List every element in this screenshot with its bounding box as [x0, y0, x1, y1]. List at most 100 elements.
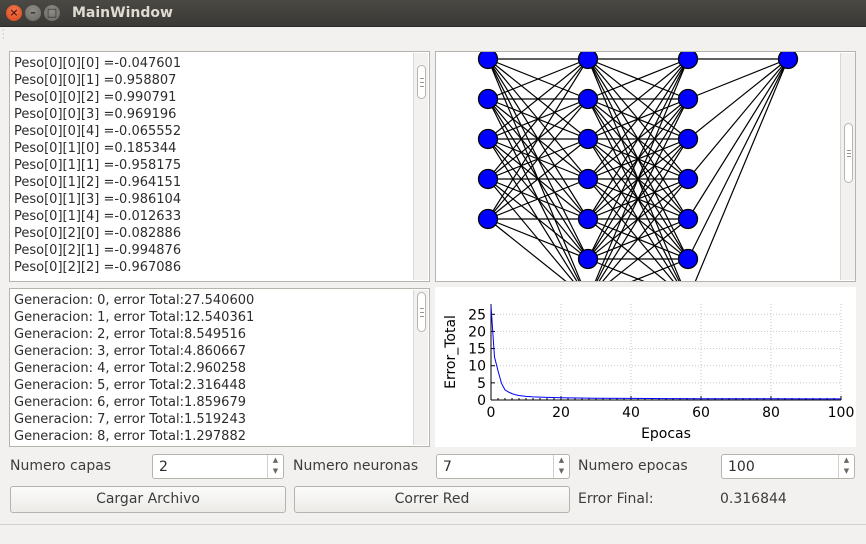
network-edge	[687, 58, 789, 140]
weights-list-panel[interactable]: Peso[0][0][0] =-0.047601 Peso[0][0][1] =0…	[9, 51, 430, 282]
network-edge	[587, 58, 689, 100]
generation-list-item[interactable]: Generacion: 2, error Total:8.549516	[14, 327, 246, 342]
weight-list-item[interactable]: Peso[0][0][3] =0.969196	[14, 107, 177, 122]
minimize-window-button[interactable]: –	[25, 5, 41, 21]
network-neuron	[477, 168, 499, 190]
network-edge	[687, 58, 789, 100]
y-tick-label: 20	[468, 324, 486, 340]
y-tick-label: 15	[468, 342, 486, 358]
weight-list-item[interactable]: Peso[0][2][1] =-0.994876	[14, 243, 182, 258]
network-edge	[598, 138, 689, 281]
network-neuron	[677, 248, 699, 270]
epocas-value: 100	[728, 459, 755, 475]
network-edge	[487, 58, 589, 140]
weight-list-item[interactable]: Peso[0][2][0] =-0.082886	[14, 226, 182, 241]
weights-scrollbar[interactable]	[413, 53, 428, 280]
network-neuron	[577, 128, 599, 150]
network-neuron	[577, 88, 599, 110]
network-edge	[694, 58, 789, 281]
y-tick-label: 10	[468, 359, 486, 375]
neuronas-stepper-icon[interactable]: ▲ ▼	[553, 455, 569, 478]
network-edge	[631, 258, 689, 281]
epocas-stepper-icon[interactable]: ▲ ▼	[838, 455, 854, 478]
weight-list-item[interactable]: Peso[0][1][1] =-0.958175	[14, 158, 182, 173]
weight-list-item[interactable]: Peso[0][1][0] =0.185344	[14, 141, 177, 156]
network-neuron	[477, 88, 499, 110]
network-edge	[487, 58, 589, 100]
capas-stepper-icon[interactable]: ▲ ▼	[267, 455, 283, 478]
network-neuron	[777, 52, 799, 70]
capas-label: Numero capas	[10, 458, 112, 474]
network-edge	[609, 218, 689, 281]
network-neuron	[577, 248, 599, 270]
load-file-button[interactable]: Cargar Archivo	[10, 486, 286, 513]
neuronas-label: Numero neuronas	[293, 458, 419, 474]
network-edge	[587, 58, 689, 260]
weight-list-item[interactable]: Peso[0][2][2] =-0.967086	[14, 260, 182, 275]
network-edge	[594, 58, 689, 281]
weight-list-item[interactable]: Peso[0][0][0] =-0.047601	[14, 56, 182, 71]
x-tick-label: 100	[828, 405, 855, 421]
network-edge	[487, 58, 589, 220]
network-neuron	[677, 128, 699, 150]
network-edge	[487, 178, 589, 220]
generation-list-item[interactable]: Generacion: 3, error Total:4.860667	[14, 344, 246, 359]
capas-value: 2	[159, 459, 168, 475]
neuronas-spinbox[interactable]: 7 ▲ ▼	[436, 454, 570, 479]
network-graph	[477, 52, 799, 281]
weights-list: Peso[0][0][0] =-0.047601 Peso[0][0][1] =0…	[10, 52, 414, 281]
weight-list-item[interactable]: Peso[0][1][3] =-0.986104	[14, 192, 182, 207]
generation-list-item[interactable]: Generacion: 5, error Total:2.316448	[14, 378, 246, 393]
generation-list-item[interactable]: Generacion: 7, error Total:1.519243	[14, 412, 246, 427]
network-neuron	[677, 168, 699, 190]
neuronas-value: 7	[443, 459, 452, 475]
generation-list-item[interactable]: Generacion: 8, error Total:1.297882	[14, 429, 246, 444]
x-tick-label: 40	[622, 405, 640, 421]
generation-list-item[interactable]: Generacion: 6, error Total:1.859679	[14, 395, 246, 410]
x-axis-label: Epocas	[641, 426, 691, 442]
generation-list-item[interactable]: Generacion: 1, error Total:12.540361	[14, 310, 255, 325]
weights-scroll-thumb[interactable]	[417, 65, 426, 99]
generations-list-panel[interactable]: Generacion: 0, error Total:27.540600 Gene…	[9, 288, 430, 447]
weight-list-item[interactable]: Peso[0][0][4] =-0.065552	[14, 124, 182, 139]
title-bar: × – □ MainWindow	[0, 0, 866, 27]
network-scrollbar[interactable]	[840, 53, 855, 280]
y-tick-label: 5	[477, 376, 486, 392]
generations-scroll-thumb[interactable]	[417, 292, 426, 332]
y-tick-label: 0	[477, 393, 486, 409]
error-series-line	[490, 305, 841, 400]
network-edge	[487, 218, 589, 260]
weight-list-item[interactable]: Peso[0][1][2] =-0.964151	[14, 175, 182, 190]
close-window-button[interactable]: ×	[6, 5, 22, 21]
x-tick-label: 20	[552, 405, 570, 421]
network-neuron	[677, 52, 699, 70]
generations-scrollbar[interactable]	[413, 290, 428, 445]
network-neuron	[477, 52, 499, 70]
status-bar	[0, 524, 866, 525]
network-edge	[596, 98, 689, 281]
run-network-button[interactable]: Correr Red	[294, 486, 570, 513]
weight-list-item[interactable]: Peso[0][1][4] =-0.012633	[14, 209, 182, 224]
network-neuron	[677, 88, 699, 110]
network-neuron	[477, 208, 499, 230]
weight-list-item[interactable]: Peso[0][0][1] =0.958807	[14, 73, 177, 88]
epocas-spinbox[interactable]: 100 ▲ ▼	[721, 454, 855, 479]
y-axis-label: Error_Total	[443, 315, 459, 389]
network-neuron	[577, 52, 599, 70]
network-edge	[687, 58, 789, 220]
network-view[interactable]	[435, 51, 856, 282]
weight-list-item[interactable]: Peso[0][0][2] =0.990791	[14, 90, 177, 105]
y-tick-label: 25	[468, 307, 486, 323]
network-neuron	[677, 208, 699, 230]
network-edge	[602, 178, 689, 281]
maximize-window-button[interactable]: □	[44, 5, 60, 21]
network-edge	[587, 58, 689, 140]
generation-list-item[interactable]: Generacion: 4, error Total:2.960258	[14, 361, 246, 376]
capas-spinbox[interactable]: 2 ▲ ▼	[152, 454, 284, 479]
generations-list: Generacion: 0, error Total:27.540600 Gene…	[10, 289, 414, 446]
generation-list-item[interactable]: Generacion: 0, error Total:27.540600	[14, 293, 255, 308]
network-scroll-thumb[interactable]	[844, 123, 853, 183]
network-neuron	[577, 168, 599, 190]
epocas-label: Numero epocas	[578, 458, 688, 474]
x-tick-label: 0	[487, 405, 496, 421]
